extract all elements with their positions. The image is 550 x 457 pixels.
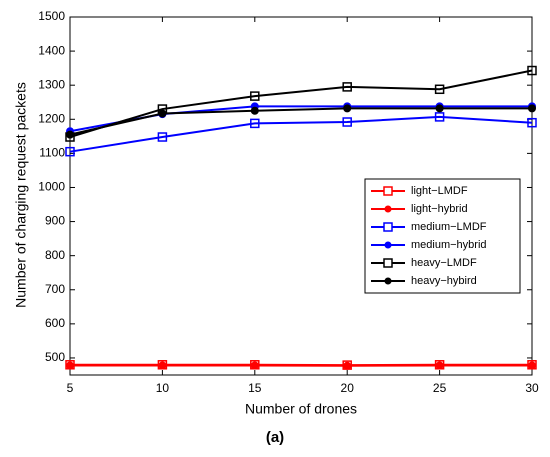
series-line	[69, 69, 533, 138]
legend-label: medium−LMDF	[411, 221, 487, 233]
marker	[435, 361, 444, 370]
legend-label: medium−hybrid	[411, 239, 487, 251]
series-line	[69, 115, 533, 153]
marker	[66, 361, 74, 370]
marker	[342, 82, 352, 92]
marker	[528, 361, 536, 370]
y-tick-label: 1000	[38, 180, 65, 194]
y-tick-label: 700	[45, 282, 65, 296]
y-tick-label: 1500	[38, 9, 65, 23]
marker	[527, 117, 537, 128]
y-tick-label: 1200	[38, 111, 65, 125]
x-axis-label: Number of drones	[245, 401, 357, 417]
y-tick-label: 900	[45, 214, 65, 228]
y-tick-label: 1100	[39, 146, 65, 160]
marker	[250, 106, 259, 115]
x-tick-label: 5	[67, 381, 74, 395]
marker	[157, 132, 168, 142]
legend-box	[364, 178, 521, 294]
legend-marker	[383, 222, 393, 232]
y-tick-label: 1400	[38, 43, 65, 57]
legend-marker	[383, 258, 393, 268]
y-tick-label: 800	[45, 248, 65, 262]
series-line	[69, 107, 532, 136]
marker	[528, 104, 536, 113]
legend-label: heavy−LMDF	[411, 257, 477, 269]
x-tick-label: 20	[341, 381, 355, 395]
legend: light−LMDF light−hybrid medium−LMDF medium−…	[364, 178, 521, 294]
marker	[250, 91, 260, 101]
marker	[435, 104, 444, 113]
marker	[250, 118, 260, 129]
marker	[434, 112, 445, 122]
marker	[66, 130, 74, 139]
y-axis-label: Number of charging request packets	[13, 82, 29, 308]
x-tick-label: 10	[156, 381, 170, 395]
marker	[65, 146, 75, 157]
marker	[342, 117, 352, 127]
marker	[250, 361, 259, 370]
legend-marker	[383, 186, 393, 196]
legend-marker	[384, 205, 392, 213]
x-tick-label: 15	[248, 381, 262, 395]
x-tick-label: 30	[525, 381, 539, 395]
caption: (a)	[266, 429, 284, 446]
marker	[527, 65, 537, 76]
marker	[158, 109, 167, 118]
y-tick-label: 600	[45, 316, 65, 330]
legend-marker	[384, 277, 392, 285]
legend-marker	[384, 241, 392, 249]
legend-label: light−hybrid	[411, 203, 468, 215]
x-tick-label: 25	[433, 381, 447, 395]
legend-label: heavy−hybird	[411, 275, 477, 287]
marker	[343, 104, 352, 113]
y-tick-label: 500	[45, 350, 65, 364]
marker	[434, 84, 445, 95]
marker	[158, 361, 167, 370]
y-tick-label: 1300	[38, 77, 65, 91]
legend-label: light−LMDF	[411, 185, 468, 197]
marker	[343, 361, 352, 370]
